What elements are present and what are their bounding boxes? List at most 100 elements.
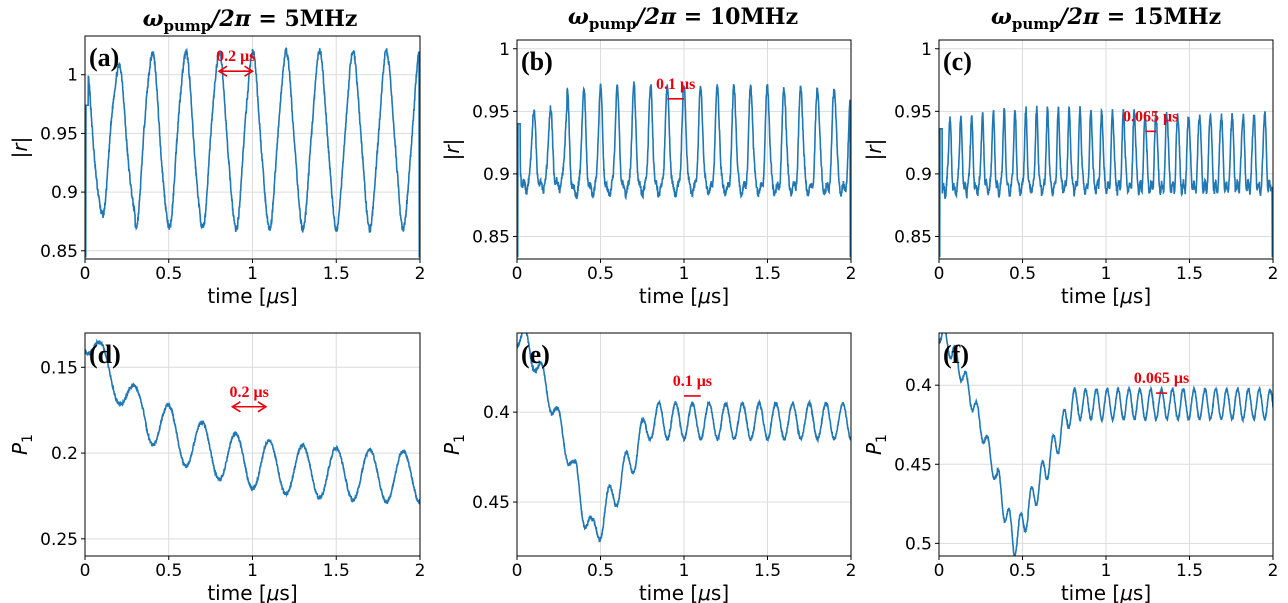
y-tick-label: 0.85 — [40, 242, 78, 262]
title-subscript: pump — [164, 17, 212, 35]
x-label-mu: μ — [266, 581, 280, 603]
y-axis-label: |r| — [862, 139, 886, 161]
x-label-mu: μ — [1119, 284, 1133, 308]
y-tick-label: 0.9 — [483, 165, 510, 185]
y-tick-label: 0.9 — [905, 165, 932, 185]
y-label-bar: | — [8, 152, 32, 159]
x-tick-label: 0.5 — [1009, 561, 1036, 581]
x-label-mu: μ — [266, 284, 280, 308]
x-label-mu: μ — [1119, 581, 1133, 603]
y-label-bar: | — [862, 154, 886, 161]
y-label-symbol: P — [862, 442, 886, 455]
y-tick-label: 0.15 — [40, 358, 78, 378]
y-axis-label: P1 — [862, 434, 890, 455]
x-tick-label: 1 — [247, 561, 258, 581]
y-tick-label: 0.4 — [905, 376, 932, 396]
y-label-symbol: r — [440, 144, 464, 154]
annotation-label: 0.2 μs — [216, 48, 255, 65]
x-label-unit: s] — [711, 581, 729, 603]
column-title: ωpump/2π = 5MHz — [143, 6, 358, 35]
column-title: ωpump/2π = 10MHz — [568, 4, 798, 33]
y-tick-label: 1 — [921, 40, 932, 60]
column-titles: ωpump/2π = 5MHz ωpump/2π = 10MHz ωpump/2π … — [143, 4, 1222, 35]
x-tick-label: 2 — [1268, 561, 1279, 581]
x-tick-label: 2 — [415, 561, 426, 581]
series-line — [85, 46, 420, 258]
x-tick-label: 0 — [512, 264, 523, 284]
x-tick-label: 1.5 — [1176, 561, 1203, 581]
title-omega: ω — [991, 4, 1012, 30]
y-axis-label: P1 — [440, 434, 468, 455]
y-label-subscript: 1 — [20, 434, 36, 443]
title-pi: π — [1082, 4, 1100, 30]
x-tick-label: 1.5 — [754, 561, 781, 581]
title-over: /2 — [209, 6, 234, 32]
panel-label: (a) — [89, 43, 119, 72]
y-tick-label: 0.5 — [905, 534, 932, 554]
title-omega: ω — [568, 4, 589, 30]
x-label-mu: μ — [697, 284, 711, 308]
x-label-text: time [ — [639, 581, 698, 603]
y-label-bar: | — [862, 139, 886, 146]
x-label-text: time [ — [207, 581, 266, 603]
x-label-text: time [ — [1061, 581, 1120, 603]
y-tick-label: 0.95 — [472, 102, 510, 122]
x-tick-label: 1 — [679, 264, 690, 284]
x-tick-label: 0 — [512, 561, 523, 581]
x-label-text: time [ — [639, 284, 698, 308]
panel-label: (d) — [89, 340, 121, 369]
x-tick-label: 0 — [80, 264, 91, 284]
x-axis-label: time [μs] — [1061, 581, 1151, 603]
y-label-symbol: r — [862, 144, 886, 154]
y-tick-label: 0.45 — [472, 493, 510, 513]
y-label-bar: | — [440, 139, 464, 146]
annotation-label: 0.1 μs — [673, 373, 712, 390]
x-label-text: time [ — [207, 284, 266, 308]
series-line — [85, 338, 420, 506]
x-tick-label: 1.5 — [323, 264, 350, 284]
y-tick-label: 0.85 — [472, 227, 510, 247]
annotation-arrowhead-right — [257, 401, 268, 413]
x-label-unit: s] — [279, 581, 297, 603]
x-tick-label: 0.5 — [155, 264, 182, 284]
y-axis-label: P1 — [8, 434, 36, 455]
annotation-label: 0.1 μs — [656, 76, 695, 93]
title-subscript: pump — [589, 15, 637, 33]
panel-label: (e) — [521, 340, 550, 369]
x-tick-label: 0 — [934, 264, 945, 284]
annotation-label: 0.065 μs — [1134, 370, 1189, 387]
y-tick-label: 1 — [499, 40, 510, 60]
x-label-unit: s] — [1133, 581, 1151, 603]
y-label-bar: | — [8, 137, 32, 144]
x-tick-label: 2 — [1268, 264, 1279, 284]
x-tick-label: 0 — [934, 561, 945, 581]
x-tick-label: 1.5 — [1176, 264, 1203, 284]
x-tick-label: 2 — [415, 264, 426, 284]
annotation-label: 0.065 μs — [1123, 108, 1178, 125]
x-axis-label: time [μs] — [639, 284, 729, 308]
y-label-subscript: 1 — [452, 434, 468, 443]
y-axis-label: |r| — [440, 139, 464, 161]
y-tick-label: 0.95 — [894, 102, 932, 122]
series-line — [939, 105, 1273, 258]
x-label-text: time [ — [1061, 284, 1120, 308]
y-tick-label: 0.2 — [51, 444, 78, 464]
title-subscript: pump — [1012, 15, 1060, 33]
y-tick-label: 0.45 — [894, 455, 932, 475]
annotation-arrowhead-right — [244, 65, 255, 77]
panel-label: (f) — [943, 340, 969, 369]
y-tick-label: 0.4 — [483, 403, 510, 423]
y-tick-label: 1 — [67, 66, 78, 86]
y-label-symbol: P — [440, 442, 464, 455]
x-tick-label: 0.5 — [155, 561, 182, 581]
title-frequency: = 5MHz — [251, 6, 358, 32]
y-tick-label: 0.9 — [51, 183, 78, 203]
x-tick-label: 0.5 — [587, 561, 614, 581]
x-tick-label: 1 — [679, 561, 690, 581]
y-tick-label: 0.25 — [40, 530, 78, 550]
